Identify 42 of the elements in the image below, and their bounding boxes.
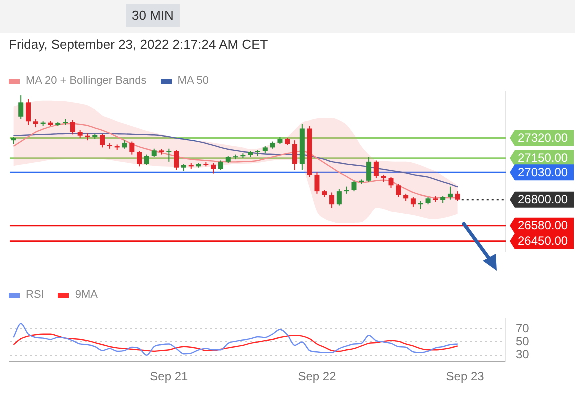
line-series (13, 334, 458, 352)
candlestick (100, 134, 106, 148)
candlestick (292, 140, 298, 171)
candlestick (455, 191, 460, 202)
x-tick-label: Sep 21 (150, 370, 188, 384)
candlestick (18, 95, 24, 120)
candlestick (137, 150, 142, 168)
candlestick (448, 186, 453, 200)
y-tick-label: 70 (516, 321, 530, 336)
candlestick (374, 160, 379, 180)
candlestick (26, 98, 32, 126)
y-tick-label: 30 (516, 348, 530, 362)
legend-label: MA 20 + Bollinger Bands (26, 75, 147, 87)
legend-label: MA 50 (178, 75, 209, 87)
candlestick (218, 160, 224, 171)
x-tick-label: Sep 22 (298, 370, 337, 384)
candlestick (396, 184, 402, 198)
candlestick (174, 150, 180, 171)
legend-label: 9MA (75, 289, 98, 301)
ref-line-label: 26580.00 (518, 218, 568, 233)
ref-line-label: 27030.00 (518, 165, 568, 180)
y-tick-label: 50 (516, 334, 530, 349)
x-tick-label: Sep 23 (446, 370, 485, 384)
ref-line-label: 27320.00 (518, 131, 568, 146)
candlestick (130, 141, 135, 156)
chart-title: 30 MIN (126, 4, 180, 27)
candlestick (70, 120, 76, 136)
candlestick (314, 172, 320, 194)
candlestick (352, 180, 357, 192)
candlestick (330, 192, 335, 209)
candlestick (388, 176, 394, 188)
candlestick (211, 162, 216, 174)
chart-subtitle: Friday, September 23, 2022 2:17:24 AM CET (9, 37, 268, 52)
candlestick (336, 188, 342, 206)
legend-label: RSI (26, 289, 44, 301)
candlestick (410, 196, 416, 208)
candlestick (144, 154, 150, 166)
ref-line-label: 27150.00 (518, 151, 568, 166)
ref-line-label: 26450.00 (518, 234, 568, 248)
ref-line-label: 26800.00 (518, 192, 568, 207)
line-series (13, 323, 458, 356)
candlestick (366, 156, 372, 183)
